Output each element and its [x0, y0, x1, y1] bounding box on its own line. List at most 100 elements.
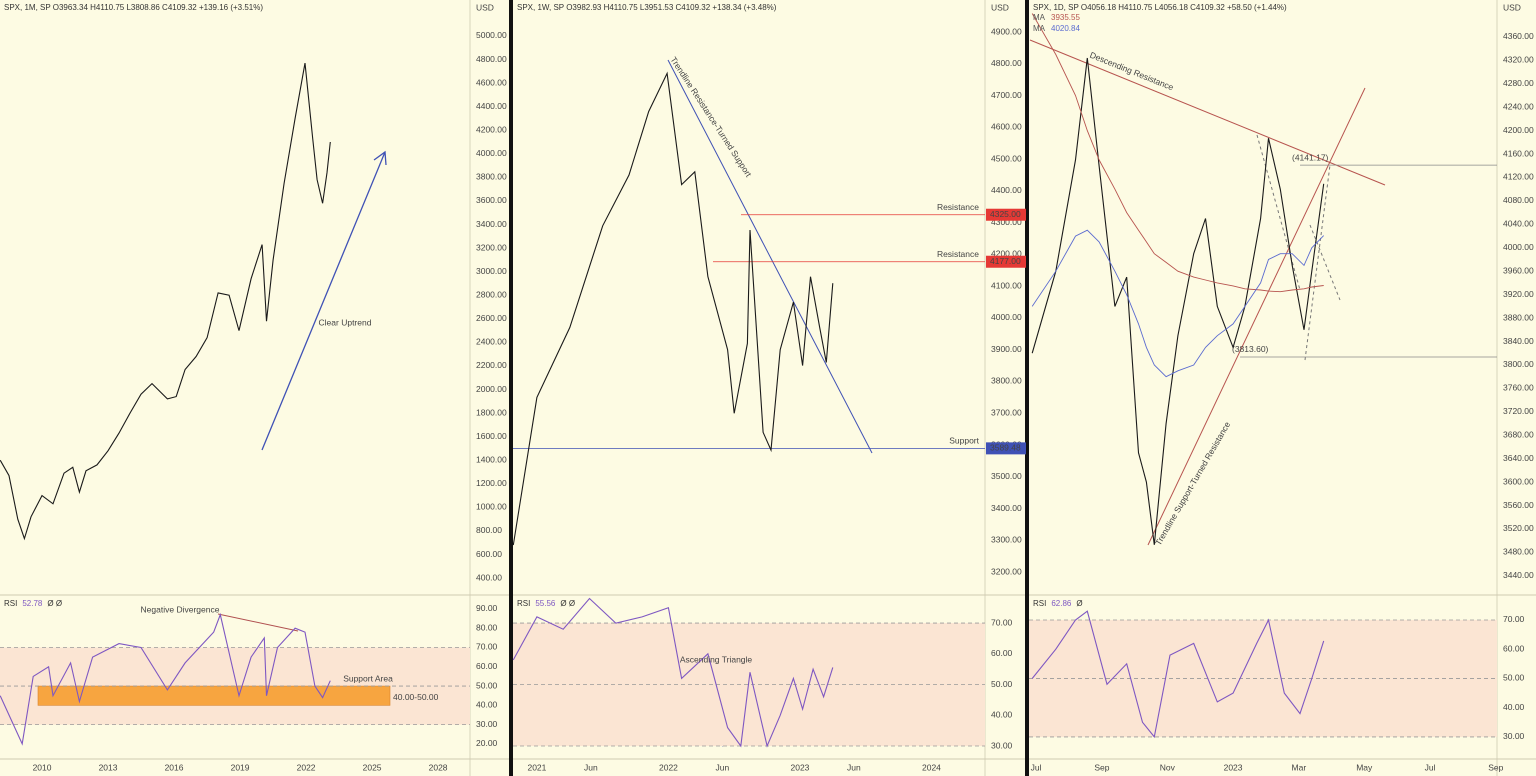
- y-tick-label: 4400.00: [991, 185, 1022, 195]
- level-value: (4141.17): [1292, 152, 1329, 162]
- title-text: SPX, 1D, SP O4056.18 H4110.75 L4056.18 C…: [1033, 3, 1287, 12]
- y-tick-label: 70.00: [1503, 614, 1525, 624]
- title-text: SPX, 1M, SP O3963.34 H4110.75 L3808.86 C…: [4, 3, 263, 12]
- title-text: RSI: [1033, 599, 1046, 608]
- level-badge: [986, 255, 1026, 268]
- level-value: 4177.00: [990, 256, 1021, 266]
- y-tick-label: 30.00: [1503, 731, 1525, 741]
- title-text: RSI: [4, 599, 17, 608]
- legend-entry: MA 3935.55: [1033, 13, 1080, 22]
- y-tick-label: 4000.00: [476, 148, 507, 158]
- y-tick-label: 4600.00: [991, 122, 1022, 132]
- x-tick-label: Jun: [716, 762, 730, 772]
- y-tick-label: 40.00: [991, 710, 1013, 720]
- y-tick-label: 3800.00: [1503, 359, 1534, 369]
- y-tick-label: 90.00: [476, 603, 498, 613]
- y-tick-label: 60.00: [1503, 643, 1525, 653]
- y-tick-label: 4040.00: [1503, 219, 1534, 229]
- y-tick-label: 4360.00: [1503, 31, 1534, 41]
- y-tick-label: 3800.00: [991, 376, 1022, 386]
- level-value: (3813.60): [1232, 344, 1269, 354]
- y-tick-label: 60.00: [991, 648, 1013, 658]
- indicator-title: RSI 55.56 Ø Ø: [517, 599, 575, 608]
- y-tick-label: 4320.00: [1503, 55, 1534, 65]
- indicator-value: 62.86: [1051, 599, 1072, 608]
- trendline-arrow: [261, 151, 386, 451]
- y-tick-label: 2200.00: [476, 360, 507, 370]
- level-label: Resistance: [937, 202, 979, 212]
- legend-entry: MA 4020.84: [1033, 24, 1080, 33]
- x-tick-label: 2022: [659, 762, 678, 772]
- axis-unit: USD: [991, 2, 1009, 12]
- indicator-value: 55.56: [535, 599, 556, 608]
- y-tick-label: 3520.00: [1503, 523, 1534, 533]
- y-tick-label: 4280.00: [1503, 78, 1534, 88]
- indicator-flags: Ø Ø: [560, 599, 575, 608]
- axis-unit: USD: [476, 2, 494, 12]
- x-tick-label: 2013: [99, 762, 118, 772]
- y-tick-label: 3400.00: [991, 503, 1022, 513]
- annotation: Clear Uptrend: [319, 317, 372, 327]
- y-tick-label: 600.00: [476, 549, 502, 559]
- y-tick-label: 3840.00: [1503, 336, 1534, 346]
- y-tick-label: 4600.00: [476, 77, 507, 87]
- price-line: [1031, 57, 1325, 545]
- title-text: SPX, 1W, SP O3982.93 H4110.75 L3951.53 C…: [517, 3, 777, 12]
- rsi-line: [0, 612, 331, 746]
- chart-header: SPX, 1M, SP O3963.34 H4110.75 L3808.86 C…: [4, 3, 263, 12]
- y-tick-label: 4800.00: [476, 54, 507, 64]
- level-value: 3589.48: [990, 443, 1021, 453]
- y-tick-label: 3600.00: [476, 195, 507, 205]
- y-tick-label: 3560.00: [1503, 500, 1534, 510]
- divergence-line: [217, 613, 299, 632]
- y-tick-label: 3800.00: [476, 172, 507, 182]
- y-tick-label: 3440.00: [1503, 570, 1534, 580]
- level-badge: [986, 442, 1026, 455]
- price-line: [512, 71, 834, 546]
- annotation: Negative Divergence: [141, 604, 220, 614]
- y-tick-label: 30.00: [991, 740, 1013, 750]
- y-tick-label: 4700.00: [991, 90, 1022, 100]
- y-tick-label: 1000.00: [476, 502, 507, 512]
- y-tick-label: 3760.00: [1503, 383, 1534, 393]
- y-tick-label: 3400.00: [476, 219, 507, 229]
- y-tick-label: 2000.00: [476, 384, 507, 394]
- x-tick-label: May: [1356, 762, 1373, 772]
- y-tick-label: 3960.00: [1503, 265, 1534, 275]
- y-tick-label: 70.00: [476, 642, 498, 652]
- y-tick-label: 4400.00: [476, 101, 507, 111]
- panel-divider: [1025, 0, 1029, 776]
- x-tick-label: 2025: [363, 762, 382, 772]
- price-line: [0, 63, 331, 541]
- y-tick-label: 40.00: [476, 700, 498, 710]
- y-tick-label: 50.00: [991, 679, 1013, 689]
- x-tick-label: 2028: [429, 762, 448, 772]
- y-tick-label: 3640.00: [1503, 453, 1534, 463]
- y-tick-label: 3600.00: [1503, 476, 1534, 486]
- y-tick-label: 4120.00: [1503, 172, 1534, 182]
- arrow-head: [373, 150, 387, 166]
- support-area-range: 40.00-50.00: [393, 692, 439, 702]
- y-tick-label: 4200.00: [1503, 125, 1534, 135]
- y-tick-label: 1200.00: [476, 478, 507, 488]
- y-tick-label: 4200.00: [476, 124, 507, 134]
- support-area: [37, 685, 391, 706]
- legend-name: MA: [1033, 24, 1046, 33]
- indicator-flags: Ø: [1076, 599, 1082, 608]
- y-tick-label: 3200.00: [991, 566, 1022, 576]
- y-tick-label: 3480.00: [1503, 547, 1534, 557]
- chart-header: SPX, 1W, SP O3982.93 H4110.75 L3951.53 C…: [517, 3, 777, 12]
- y-tick-label: 70.00: [991, 617, 1013, 627]
- y-tick-label: 40.00: [1503, 702, 1525, 712]
- y-tick-label: 50.00: [476, 680, 498, 690]
- x-tick-label: 2023: [791, 762, 810, 772]
- legend-value: 4020.84: [1051, 24, 1080, 33]
- annotation: Ascending Triangle: [680, 654, 753, 664]
- trendline: [667, 59, 873, 454]
- indicator-title: RSI 62.86 Ø: [1033, 599, 1083, 608]
- dashed-guide: [1256, 134, 1301, 291]
- support-area-label: Support Area: [343, 673, 393, 683]
- level-label: Support: [949, 436, 979, 446]
- y-tick-label: 20.00: [476, 738, 498, 748]
